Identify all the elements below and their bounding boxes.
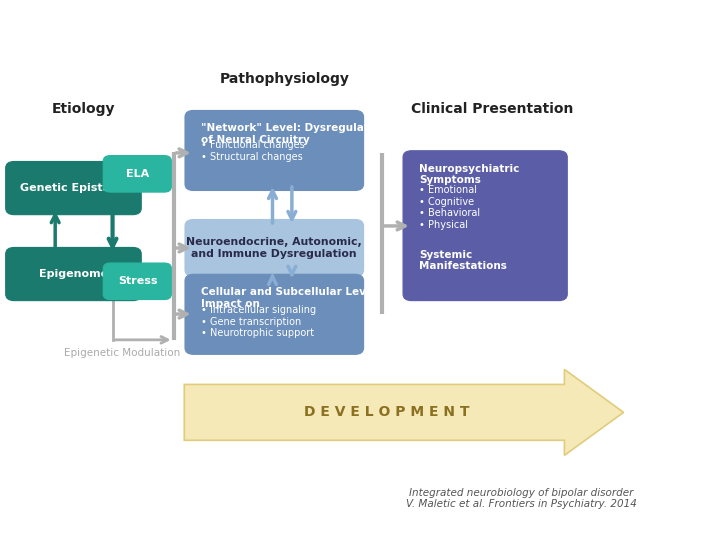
Text: • Intracellular signaling
• Gene transcription
• Neurotrophic support: • Intracellular signaling • Gene transcr… [201, 305, 316, 338]
Text: Pathophysiology: Pathophysiology [220, 72, 350, 86]
FancyArrowPatch shape [269, 276, 276, 285]
FancyBboxPatch shape [103, 263, 171, 300]
FancyBboxPatch shape [185, 111, 364, 191]
Text: Epigenetic Modulation: Epigenetic Modulation [64, 348, 180, 358]
Text: D E V E L O P M E N T: D E V E L O P M E N T [304, 406, 469, 420]
Text: Genetic Epistasis: Genetic Epistasis [19, 183, 127, 193]
FancyBboxPatch shape [103, 156, 171, 192]
FancyArrowPatch shape [109, 190, 117, 246]
Text: ELA: ELA [126, 169, 149, 179]
Text: Neuropsychiatric
Symptoms: Neuropsychiatric Symptoms [419, 164, 519, 185]
Text: Etiology: Etiology [52, 102, 116, 116]
Text: Epigenome: Epigenome [39, 269, 108, 279]
FancyBboxPatch shape [6, 247, 141, 301]
Text: Integrated neurobiology of bipolar disorder
V. Maletic et al. Frontiers in Psych: Integrated neurobiology of bipolar disor… [406, 488, 636, 509]
FancyBboxPatch shape [403, 151, 567, 301]
FancyBboxPatch shape [185, 274, 364, 354]
Text: Systemic
Manifestations: Systemic Manifestations [419, 249, 507, 271]
Text: Clinical Presentation: Clinical Presentation [412, 102, 574, 116]
FancyArrowPatch shape [288, 187, 296, 219]
Text: • Functional changes
• Structural changes: • Functional changes • Structural change… [201, 140, 305, 161]
Text: Neuroendocrine, Autonomic,
and Immune Dysregulation: Neuroendocrine, Autonomic, and Immune Dy… [186, 237, 362, 259]
Text: • Emotional
• Cognitive
• Behavioral
• Physical: • Emotional • Cognitive • Behavioral • P… [419, 185, 480, 230]
Text: Cellular and Subcellular Level
Impact on: Cellular and Subcellular Level Impact on [201, 287, 377, 309]
FancyArrowPatch shape [269, 191, 276, 223]
Polygon shape [184, 369, 624, 455]
Text: "Network" Level: Dysregulation
of Neural Circuitry: "Network" Level: Dysregulation of Neural… [201, 123, 387, 145]
Text: Stress: Stress [118, 276, 158, 286]
FancyArrowPatch shape [51, 215, 59, 251]
FancyBboxPatch shape [185, 219, 364, 276]
FancyArrowPatch shape [288, 266, 296, 274]
FancyBboxPatch shape [6, 161, 141, 215]
